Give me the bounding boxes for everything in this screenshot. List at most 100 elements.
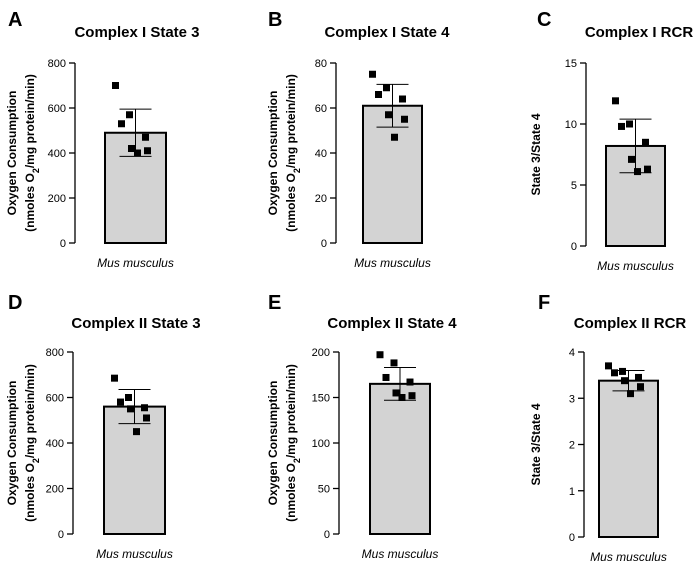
y-tick-label: 40: [315, 148, 327, 160]
units-subscript: 2: [31, 458, 41, 463]
y-tick-label: 80: [315, 58, 327, 70]
y-axis-label: Oxygen Consumption: [266, 381, 280, 506]
data-point: [383, 84, 390, 92]
data-point: [117, 398, 124, 406]
data-point: [399, 95, 406, 103]
data-point: [385, 111, 392, 119]
units-part: (nmoles O: [23, 463, 37, 522]
data-point: [612, 97, 619, 105]
y-tick-label: 100: [312, 438, 330, 450]
y-axis-label-units: (nmoles O2/mg protein/min): [23, 74, 41, 232]
y-tick-label: 3: [569, 393, 575, 405]
panel-letter: E: [268, 292, 281, 314]
y-tick-label: 400: [46, 438, 64, 450]
panel-f: F Complex II RCR 0 1 2 3 4 Mus musculus State 3/…: [529, 292, 686, 564]
chart-title: Complex I State 3: [74, 24, 199, 41]
y-tick-label: 4: [569, 347, 575, 359]
y-tick-label: 600: [48, 103, 66, 115]
bar-mean: [598, 379, 659, 538]
panel-c: C Complex I RCR 0 5 10 15 Mus musculus State 3/…: [529, 9, 693, 273]
y-tick-label: 200: [46, 484, 64, 496]
y-tick-label: 5: [571, 180, 577, 192]
y-tick-label: 200: [312, 347, 330, 359]
units-part: /mg protein/min): [284, 74, 298, 168]
data-point: [398, 394, 406, 401]
units-part: /mg protein/min): [23, 364, 37, 458]
x-category-label: Mus musculus: [362, 547, 439, 561]
data-point: [391, 133, 398, 141]
y-tick-label: 400: [48, 148, 66, 160]
y-tick-label: 0: [324, 529, 330, 541]
data-point: [376, 351, 384, 359]
data-point: [143, 414, 150, 422]
y-tick-label: 800: [48, 58, 66, 70]
data-point: [126, 111, 133, 119]
data-point: [125, 394, 132, 401]
data-point: [118, 120, 125, 128]
data-point: [619, 367, 626, 375]
data-point: [133, 428, 140, 436]
panel-e: E Complex II State 4 0 50 100 150 200 Mus muscu…: [266, 292, 457, 561]
data-point: [369, 70, 376, 78]
y-axis-label-units: (nmoles O2/mg protein/min): [284, 364, 302, 522]
data-point: [401, 115, 408, 123]
y-tick-label: 50: [318, 484, 330, 496]
data-point: [375, 91, 382, 98]
y-axis-label: Oxygen Consumption: [5, 381, 19, 506]
units-subscript: 2: [31, 168, 41, 173]
y-axis-label: Oxygen Consumption: [266, 91, 280, 216]
data-point: [111, 374, 118, 382]
data-point: [128, 145, 135, 152]
y-axis-label: State 3/State 4: [529, 403, 543, 485]
data-point: [627, 390, 634, 398]
chart-title: Complex II State 3: [71, 315, 200, 332]
y-tick-label: 10: [565, 119, 577, 131]
panel-letter: D: [8, 292, 22, 314]
y-tick-label: 1: [569, 486, 575, 498]
y-tick-label: 15: [565, 58, 577, 70]
panel-letter: C: [537, 9, 551, 31]
chart-title: Complex II RCR: [574, 315, 687, 332]
data-point: [392, 389, 400, 397]
y-tick-label: 60: [315, 103, 327, 115]
panel-letter: B: [268, 9, 282, 31]
panel-b: B Complex I State 4 0 20 40 60 80 Mus musculus O…: [266, 9, 450, 270]
data-point: [406, 378, 414, 386]
x-category-label: Mus musculus: [354, 256, 431, 270]
units-part: (nmoles O: [284, 173, 298, 232]
y-tick-label: 0: [321, 238, 327, 250]
chart-title: Complex II State 4: [327, 315, 457, 332]
x-category-label: Mus musculus: [97, 256, 174, 270]
y-axis-label: Oxygen Consumption: [5, 91, 19, 216]
data-point: [618, 122, 625, 130]
y-tick-label: 0: [60, 238, 66, 250]
y-tick-label: 150: [312, 393, 330, 405]
units-part: (nmoles O: [284, 463, 298, 522]
data-point: [626, 120, 633, 128]
units-part: /mg protein/min): [284, 364, 298, 458]
panel-letter: A: [8, 9, 22, 31]
y-tick-label: 800: [46, 347, 64, 359]
data-point: [621, 377, 628, 385]
y-tick-label: 0: [58, 529, 64, 541]
y-tick-label: 200: [48, 193, 66, 205]
data-point: [637, 383, 644, 391]
bar-mean: [103, 405, 166, 536]
units-subscript: 2: [292, 168, 302, 173]
bar-mean: [362, 104, 423, 244]
bar-mean: [369, 382, 431, 535]
data-point: [628, 155, 635, 163]
panel-letter: F: [538, 292, 550, 314]
data-point: [112, 82, 119, 89]
data-point: [635, 373, 642, 381]
panel-a: A Complex I State 3 0 200 400 600 800 Mus muscu…: [5, 9, 200, 270]
data-point: [142, 133, 149, 141]
chart-title: Complex I State 4: [324, 24, 450, 41]
data-point: [605, 362, 612, 370]
data-point: [382, 373, 390, 381]
y-tick-label: 2: [569, 440, 575, 452]
data-point: [644, 165, 651, 173]
y-tick-label: 600: [46, 393, 64, 405]
y-tick-label: 20: [315, 193, 327, 205]
